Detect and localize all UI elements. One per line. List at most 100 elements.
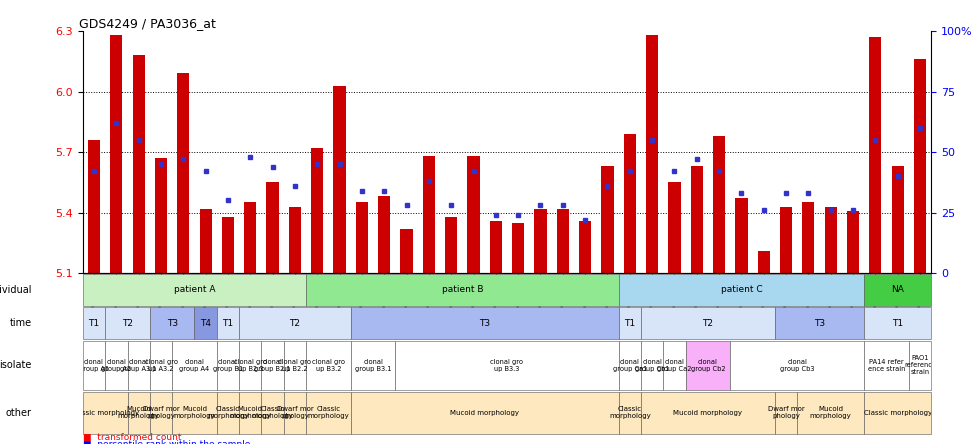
Bar xyxy=(105,341,128,390)
Bar xyxy=(351,307,618,339)
Bar xyxy=(467,156,480,273)
Text: clonal
group Ca1: clonal group Ca1 xyxy=(612,359,647,372)
Bar xyxy=(351,341,396,390)
Text: T2: T2 xyxy=(702,318,714,328)
Bar xyxy=(311,148,324,273)
Bar xyxy=(306,274,618,306)
Text: clonal
group B2.1: clonal group B2.1 xyxy=(254,359,291,372)
Bar xyxy=(128,341,150,390)
Bar xyxy=(239,392,261,434)
Text: clonal
group Ca2: clonal group Ca2 xyxy=(657,359,691,372)
Bar xyxy=(668,182,681,273)
Bar xyxy=(177,73,189,273)
Text: T1: T1 xyxy=(624,318,636,328)
Bar xyxy=(713,136,725,273)
Bar xyxy=(289,206,301,273)
Bar xyxy=(261,392,284,434)
Bar xyxy=(105,307,150,339)
Text: Mucoid morphology: Mucoid morphology xyxy=(674,410,742,416)
Bar xyxy=(624,134,636,273)
Text: other: other xyxy=(6,408,31,418)
Text: Classic morphology: Classic morphology xyxy=(864,410,932,416)
Text: T3: T3 xyxy=(167,318,177,328)
Text: clonal
group A3.1: clonal group A3.1 xyxy=(121,359,157,372)
Bar xyxy=(864,392,931,434)
Text: Dwarf mor
phology: Dwarf mor phology xyxy=(767,406,804,420)
Text: clonal
group B1: clonal group B1 xyxy=(213,359,243,372)
Bar xyxy=(579,221,591,273)
Text: clonal
group A1: clonal group A1 xyxy=(79,359,109,372)
Text: clonal
group A2: clonal group A2 xyxy=(101,359,132,372)
Text: ■  transformed count: ■ transformed count xyxy=(83,433,181,442)
Bar xyxy=(847,210,859,273)
Text: T2: T2 xyxy=(290,318,300,328)
Bar xyxy=(534,209,547,273)
Bar xyxy=(489,221,502,273)
Bar xyxy=(150,341,173,390)
Text: Mucoid
morphology: Mucoid morphology xyxy=(229,406,271,420)
Bar xyxy=(83,307,105,339)
Bar xyxy=(378,196,390,273)
Text: isolate: isolate xyxy=(0,360,31,370)
Bar xyxy=(133,55,145,273)
Bar xyxy=(194,307,216,339)
Bar xyxy=(155,158,167,273)
Text: clonal
group Cb1: clonal group Cb1 xyxy=(635,359,670,372)
Bar xyxy=(802,202,814,273)
Text: T1: T1 xyxy=(892,318,903,328)
Bar xyxy=(758,251,770,273)
Text: GDS4249 / PA3036_at: GDS4249 / PA3036_at xyxy=(79,17,215,30)
Bar xyxy=(200,209,212,273)
Bar xyxy=(333,86,346,273)
Text: Classic
morphology: Classic morphology xyxy=(207,406,249,420)
Bar xyxy=(646,35,658,273)
Text: clonal gro
up A3.2: clonal gro up A3.2 xyxy=(144,359,177,372)
Text: patient B: patient B xyxy=(442,285,483,294)
Bar xyxy=(641,341,663,390)
Bar xyxy=(909,341,931,390)
Bar xyxy=(618,307,641,339)
Bar xyxy=(216,307,239,339)
Bar xyxy=(356,202,368,273)
Bar xyxy=(239,341,261,390)
Text: clonal gro
up B2.2: clonal gro up B2.2 xyxy=(279,359,311,372)
Bar xyxy=(216,341,239,390)
Bar xyxy=(798,392,864,434)
Bar xyxy=(266,182,279,273)
Text: T1: T1 xyxy=(222,318,234,328)
Bar xyxy=(663,341,685,390)
Bar xyxy=(825,206,837,273)
Text: clonal gro
up B2.3: clonal gro up B2.3 xyxy=(234,359,267,372)
Bar xyxy=(730,341,864,390)
Text: PA14 refer
ence strain: PA14 refer ence strain xyxy=(868,359,905,372)
Bar xyxy=(690,166,703,273)
Text: T1: T1 xyxy=(89,318,99,328)
Bar xyxy=(869,37,881,273)
Bar xyxy=(284,341,306,390)
Text: patient A: patient A xyxy=(174,285,215,294)
Bar xyxy=(735,198,748,273)
Text: Mucoid
morphology: Mucoid morphology xyxy=(118,406,160,420)
Text: clonal
group A4: clonal group A4 xyxy=(179,359,210,372)
Bar xyxy=(173,341,216,390)
Bar xyxy=(775,392,798,434)
Text: time: time xyxy=(10,318,31,328)
Bar xyxy=(239,307,351,339)
Text: Dwarf mor
phology: Dwarf mor phology xyxy=(142,406,179,420)
Bar xyxy=(173,392,216,434)
Bar xyxy=(244,202,256,273)
Bar xyxy=(401,229,412,273)
Text: Mucoid morphology: Mucoid morphology xyxy=(450,410,519,416)
Text: Mucoid
morphology: Mucoid morphology xyxy=(174,406,215,420)
Text: T3: T3 xyxy=(814,318,825,328)
Bar xyxy=(445,217,457,273)
Text: Mucoid
morphology: Mucoid morphology xyxy=(810,406,851,420)
Text: clonal gro
up B3.3: clonal gro up B3.3 xyxy=(490,359,524,372)
Text: clonal
group Cb2: clonal group Cb2 xyxy=(690,359,725,372)
Bar xyxy=(83,341,105,390)
Bar xyxy=(618,341,641,390)
Bar xyxy=(216,392,239,434)
Text: patient C: patient C xyxy=(721,285,762,294)
Bar xyxy=(685,341,730,390)
Bar xyxy=(641,307,775,339)
